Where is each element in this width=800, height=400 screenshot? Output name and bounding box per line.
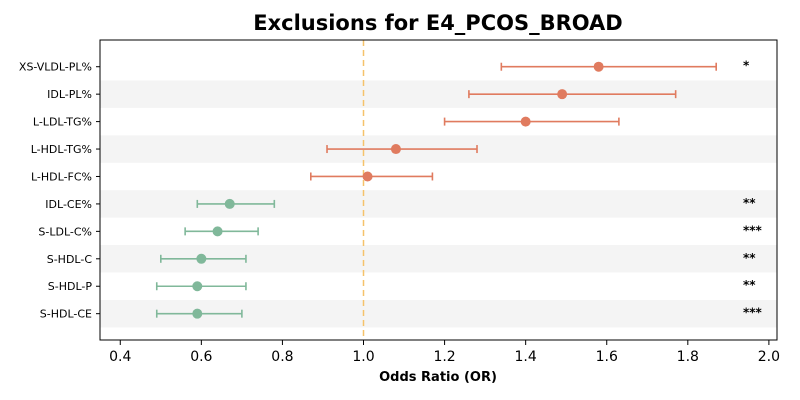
x-tick-label: 1.8 — [677, 349, 699, 365]
x-axis: 0.4 0.6 0.8 1.0 1.2 1.4 1.6 1.8 2.0 — [109, 340, 780, 365]
significance-label: ** — [743, 278, 756, 292]
or-point — [593, 61, 604, 72]
y-tick-label: IDL-PL% — [47, 88, 92, 101]
or-point — [557, 89, 568, 100]
x-tick-label: 1.0 — [352, 349, 374, 365]
or-point — [196, 253, 207, 264]
y-tick-label: S-LDL-C% — [38, 225, 92, 238]
or-point — [212, 226, 223, 237]
or-point — [362, 171, 373, 182]
y-tick-label: L-LDL-TG% — [33, 116, 92, 129]
or-point — [192, 281, 203, 292]
x-tick-label: 1.4 — [515, 349, 537, 365]
x-tick-label: 1.6 — [596, 349, 618, 365]
or-point — [390, 144, 401, 155]
significance-label: * — [743, 59, 750, 73]
x-axis-label: Odds Ratio (OR) — [379, 370, 497, 385]
significance-label: *** — [743, 306, 763, 320]
y-tick-label: S-HDL-C — [47, 253, 93, 266]
y-tick-label: S-HDL-P — [48, 280, 93, 293]
x-tick-label: 0.8 — [271, 349, 293, 365]
x-tick-label: 2.0 — [758, 349, 780, 365]
y-tick-label: S-HDL-CE — [40, 308, 92, 321]
x-tick-label: 0.4 — [109, 349, 131, 365]
significance-label: ** — [743, 196, 756, 210]
or-point — [224, 198, 235, 209]
significance-label: *** — [743, 223, 763, 237]
y-tick-label: L-HDL-TG% — [31, 143, 92, 156]
y-tick-label: XS-VLDL-PL% — [19, 61, 92, 74]
or-point — [520, 116, 531, 127]
significance-label: ** — [743, 251, 756, 265]
data-marks — [155, 61, 717, 319]
y-tick-label: L-HDL-FC% — [31, 170, 92, 183]
significance-labels: ************* — [743, 59, 763, 320]
chart-title: Exclusions for E4_PCOS_BROAD — [253, 11, 623, 35]
x-tick-label: 0.6 — [190, 349, 212, 365]
x-tick-label: 1.2 — [433, 349, 455, 365]
plot-frame — [99, 39, 778, 341]
or-point — [192, 308, 203, 319]
y-tick-label: IDL-CE% — [45, 198, 92, 211]
y-tick-labels: XS-VLDL-PL% IDL-PL% L-LDL-TG% L-HDL-TG% L-HD… — [19, 61, 100, 321]
